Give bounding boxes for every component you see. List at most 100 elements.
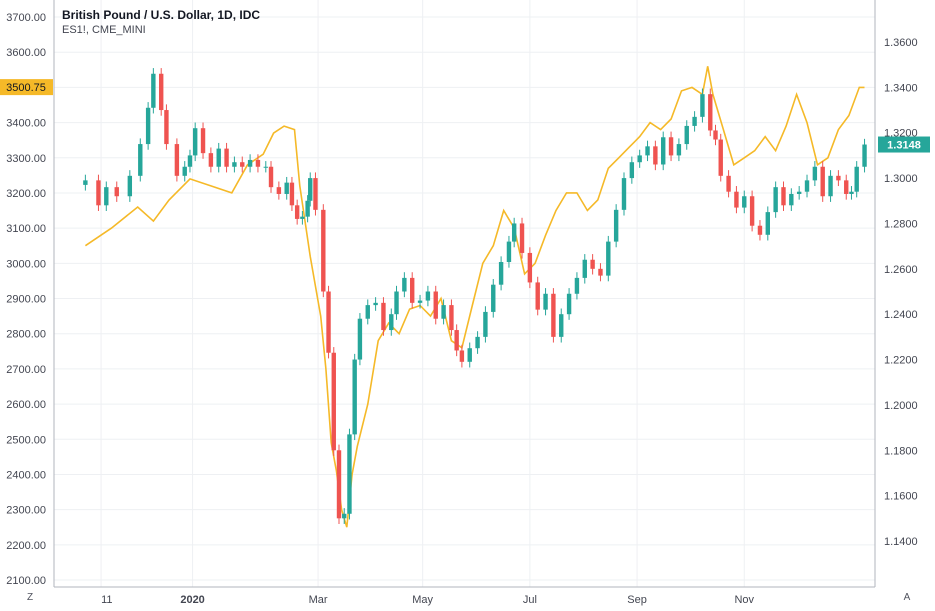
candle (676, 138, 682, 162)
candle (765, 206, 770, 241)
axis-labels: 3700.003600.003500.003400.003300.003200.… (0, 12, 930, 606)
candle (200, 122, 206, 159)
candle (365, 299, 370, 325)
x-axis-tick-label: 2020 (180, 594, 204, 606)
left-axis-tick-label: 3700.00 (6, 12, 46, 24)
candle (454, 324, 459, 357)
candle (326, 285, 331, 359)
left-axis-tick-label: 2600.00 (6, 399, 46, 411)
chart-axes (53, 0, 876, 588)
candle (321, 204, 326, 298)
candle (543, 288, 548, 316)
candle (613, 204, 619, 248)
left-axis-tick-label: 3100.00 (6, 223, 46, 235)
chart-subtitle: ES1!, CME_MINI (62, 24, 146, 36)
candle (574, 272, 580, 300)
right-axis-tick-label: 1.2800 (884, 218, 918, 230)
overlay-price-label: 3500.75 (6, 82, 46, 94)
x-axis-tick-label: Mar (309, 594, 328, 606)
candle (637, 149, 642, 168)
candle (104, 181, 109, 211)
right-axis-tick-label: 1.2000 (884, 400, 918, 412)
candle (389, 308, 394, 336)
candle (836, 170, 841, 187)
candle (240, 156, 245, 173)
right-axis-tick-label: 1.3000 (884, 173, 918, 185)
left-axis-tick-label: 3300.00 (6, 153, 46, 165)
candle (83, 174, 88, 191)
right-axis-tick-label: 1.1800 (884, 445, 918, 457)
candle (559, 308, 564, 343)
candle (582, 254, 587, 284)
candle (164, 104, 169, 150)
candle (708, 88, 713, 137)
candle (208, 147, 214, 173)
candle (187, 149, 193, 173)
candle (224, 142, 229, 173)
x-axis-tick-label: Nov (734, 594, 754, 606)
candle (417, 294, 423, 309)
x-axis-tick-label: 11 (101, 594, 112, 606)
candle (527, 247, 533, 289)
candle (425, 285, 431, 307)
candle (449, 299, 454, 336)
left-axis-tick-label: 3600.00 (6, 47, 46, 59)
candle (519, 217, 525, 259)
left-axis-tick-label: 2800.00 (6, 329, 46, 341)
candle (804, 174, 810, 198)
right-axis-tick-label: 1.1600 (884, 491, 918, 503)
candle (459, 344, 465, 368)
candle (127, 170, 133, 202)
chart-grid (54, 0, 875, 587)
right-axis-tick-label: 1.1400 (884, 536, 918, 548)
candle (812, 161, 818, 187)
candle (506, 235, 512, 268)
right-axis-tick-label: 1.3600 (884, 37, 918, 49)
zoom-reset-button[interactable]: Z (26, 592, 34, 603)
candle (294, 199, 300, 225)
x-axis-tick-label: May (412, 594, 433, 606)
candle (441, 299, 446, 325)
right-axis-tick-label: 1.2600 (884, 264, 918, 276)
candle (645, 140, 650, 162)
candle (742, 190, 747, 214)
candle (621, 172, 627, 216)
candle (598, 263, 603, 282)
last-price-marker (878, 136, 930, 153)
auto-scale-button[interactable]: A (903, 592, 911, 603)
candle (606, 235, 611, 282)
candle (347, 428, 352, 520)
last-price-label: 1.3148 (887, 140, 921, 152)
candle (820, 161, 825, 202)
right-axis-tick-label: 1.2400 (884, 309, 918, 321)
candle (174, 138, 180, 182)
candle (773, 181, 778, 218)
left-axis-tick-label: 2300.00 (6, 505, 46, 517)
candle (498, 256, 504, 291)
candle (232, 156, 237, 173)
candle (491, 279, 496, 318)
candle (629, 156, 635, 184)
candle (336, 444, 342, 524)
candle (373, 297, 378, 311)
candle (796, 186, 802, 200)
candle (692, 111, 697, 132)
candle (734, 186, 739, 214)
candle (828, 170, 833, 202)
candle (145, 102, 151, 150)
overlay-series-es1 (84, 66, 865, 528)
candle (700, 88, 705, 123)
candle (661, 131, 666, 171)
right-axis-tick-label: 1.3400 (884, 82, 918, 94)
candle (590, 254, 595, 275)
candle (192, 122, 198, 162)
candle (342, 508, 347, 524)
candle (718, 133, 723, 182)
candle (138, 138, 143, 182)
candle (467, 342, 472, 368)
candle (668, 131, 674, 162)
x-axis-tick-label: Jul (523, 594, 537, 606)
candle (566, 288, 572, 320)
overlay-line-es1 (84, 66, 865, 528)
